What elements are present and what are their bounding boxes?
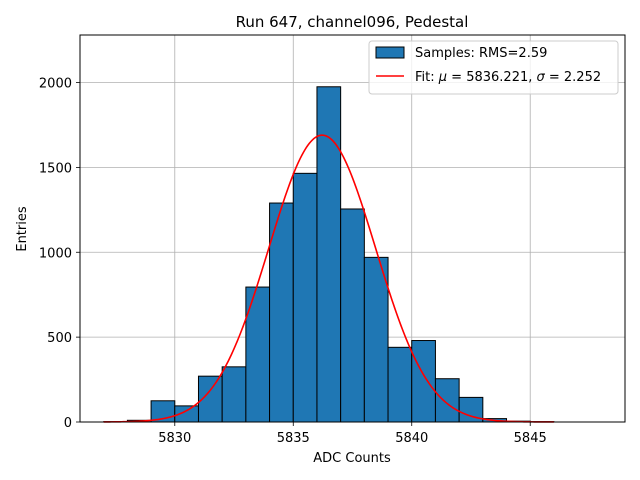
y-tick-label: 2000 — [39, 77, 72, 92]
gaussian-fit-curve — [103, 134, 554, 423]
legend: Samples: RMS=2.59 Fit: μ = 5836.221, σ =… — [368, 40, 619, 95]
legend-fit-prefix: Fit: — [415, 70, 439, 85]
legend-fit-label: Fit: μ = 5836.221, σ = 2.252 — [415, 70, 601, 85]
x-tick-label: 5830 — [158, 431, 191, 446]
y-tick-label: 0 — [64, 416, 72, 431]
plot-frame — [79, 34, 626, 423]
histogram-bar — [363, 256, 389, 423]
legend-sigma-symbol: σ — [537, 70, 546, 85]
y-tick-label: 1000 — [39, 246, 72, 261]
histogram-bars — [103, 86, 555, 423]
chart-title: Run 647, channel096, Pedestal — [236, 13, 469, 31]
histogram-bar — [221, 366, 247, 423]
histogram-bar — [340, 208, 365, 423]
x-tick-label: 5835 — [277, 431, 310, 446]
legend-samples-swatch — [375, 46, 405, 59]
histogram-bar — [411, 340, 436, 423]
x-tick-label: 5845 — [514, 431, 547, 446]
x-axis-label: ADC Counts — [313, 451, 391, 466]
y-tick-label: 1500 — [39, 161, 72, 176]
y-axis-label: Entries — [15, 206, 30, 252]
x-tick-label: 5840 — [395, 431, 428, 446]
legend-mu-symbol: μ — [438, 70, 447, 85]
y-tick-label: 500 — [47, 331, 72, 346]
histogram-bar — [292, 172, 318, 423]
histogram-bar — [387, 346, 413, 423]
x-axis-ticks: 5830 5835 5840 5845 — [158, 422, 547, 446]
y-axis-ticks: 0 500 1000 1500 2000 — [39, 77, 80, 431]
legend-mu-value: = 5836.221, — [447, 70, 536, 85]
legend-sigma-value: = 2.252 — [545, 70, 601, 85]
histogram-bar — [434, 378, 460, 423]
legend-samples-label: Samples: RMS=2.59 — [415, 46, 547, 61]
legend-box — [368, 40, 619, 95]
